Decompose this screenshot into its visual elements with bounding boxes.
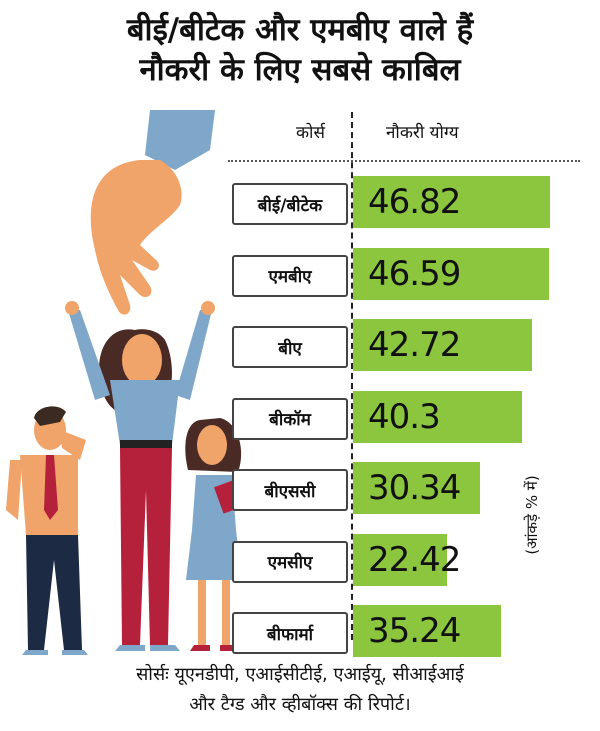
bar bbox=[353, 319, 532, 371]
chart-title: बीई/बीटेक और एमबीए वाले हैं नौकरी के लिए… bbox=[0, 10, 600, 90]
title-line-1: बीई/बीटेक और एमबीए वाले हैं bbox=[126, 12, 474, 48]
category-label: बीफार्मा bbox=[232, 612, 348, 654]
column-divider bbox=[351, 112, 353, 640]
bar-value-label: 46.82 bbox=[368, 182, 461, 222]
category-label: बीएससी bbox=[232, 469, 348, 511]
bar-value-label: 30.34 bbox=[368, 468, 461, 508]
bar bbox=[353, 462, 480, 514]
category-label: एमसीए bbox=[232, 540, 348, 583]
bar-value-label: 35.24 bbox=[368, 611, 461, 651]
title-line-2: नौकरी के लिए सबसे काबिल bbox=[139, 52, 461, 88]
source-line-2: और टैग्ड और व्हीबॉक्स की रिपोर्ट। bbox=[189, 694, 411, 715]
bar bbox=[353, 533, 447, 586]
course-column-header: कोर्स bbox=[296, 123, 325, 143]
bar-value-label: 40.3 bbox=[368, 396, 441, 437]
category-label: बीई/बीटेक bbox=[232, 183, 348, 225]
bar-value-label: 42.72 bbox=[368, 325, 461, 365]
bar bbox=[353, 176, 550, 228]
bar bbox=[353, 390, 522, 443]
category-label: बीए bbox=[232, 326, 348, 368]
bar-value-label: 22.42 bbox=[368, 539, 461, 580]
source-note: सोर्सः यूएनडीपी, एआईसीटीई, एआईयू, सीआईआई… bbox=[0, 660, 600, 720]
reaching-hand-illustration bbox=[90, 110, 215, 315]
bar-value-label: 46.59 bbox=[368, 253, 461, 294]
category-label: एमबीए bbox=[232, 254, 348, 297]
category-label: बीकॉम bbox=[232, 397, 348, 440]
people-illustration bbox=[6, 110, 249, 655]
bar bbox=[353, 605, 501, 657]
girl-right-illustration bbox=[185, 418, 249, 651]
header-divider bbox=[228, 160, 580, 162]
employable-column-header: नौकरी योग्य bbox=[386, 123, 459, 143]
man-left-illustration bbox=[6, 406, 88, 655]
bar bbox=[353, 247, 549, 300]
source-line-1: सोर्सः यूएनडीपी, एआईसीटीई, एआईयू, सीआईआई bbox=[136, 664, 464, 685]
unit-note: (आंकड़े % में) bbox=[523, 475, 541, 555]
woman-center-illustration bbox=[65, 301, 215, 651]
